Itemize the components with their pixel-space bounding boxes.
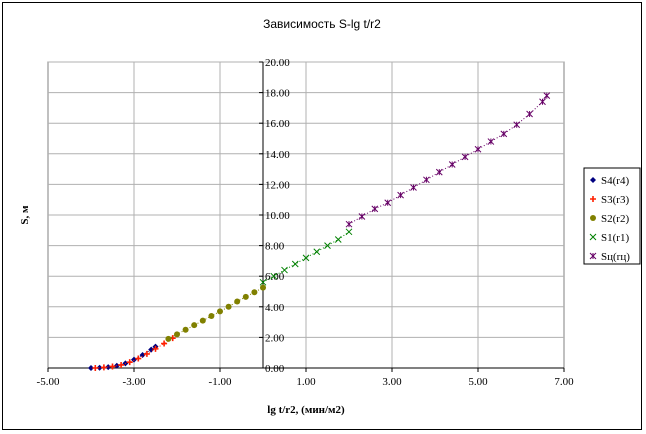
series-3 xyxy=(165,284,266,342)
data-point xyxy=(334,236,342,243)
data-point xyxy=(526,110,533,118)
data-point xyxy=(208,312,215,319)
y-tick-label: 0.00 xyxy=(265,363,285,375)
series-4 xyxy=(259,228,353,286)
y-tick-label: 12.00 xyxy=(265,179,290,191)
data-point xyxy=(191,322,198,329)
data-point xyxy=(96,364,103,371)
series-line xyxy=(348,95,548,225)
data-point xyxy=(135,355,142,362)
x-tick-label: 5.00 xyxy=(468,376,488,388)
data-point xyxy=(302,254,310,262)
grid xyxy=(48,61,564,368)
x-tick-label: 7.00 xyxy=(554,376,574,388)
legend-label: S3(r3) xyxy=(601,194,629,206)
data-point xyxy=(397,191,404,199)
x-axis-label: lg t/r2, (мин/м2) xyxy=(267,404,345,416)
data-point xyxy=(345,220,353,228)
y-tick-label: 2.00 xyxy=(265,332,285,344)
y-tick-label: 10.00 xyxy=(265,210,290,222)
legend-marker xyxy=(589,233,597,241)
data-point xyxy=(543,92,551,100)
y-tick-label: 8.00 xyxy=(265,241,285,253)
legend-marker xyxy=(590,215,596,221)
series-line xyxy=(90,346,156,369)
data-point xyxy=(88,365,94,371)
data-point xyxy=(313,248,321,256)
series-5 xyxy=(345,92,551,228)
data-point xyxy=(109,363,116,370)
data-point xyxy=(423,176,430,184)
data-point xyxy=(100,364,107,371)
data-point xyxy=(291,260,299,268)
series-group xyxy=(88,92,551,371)
x-tick-label: -3.00 xyxy=(123,376,146,388)
series-2 xyxy=(92,335,176,371)
data-point xyxy=(217,308,223,315)
data-point xyxy=(143,350,150,357)
x-tick-label: 1.00 xyxy=(296,376,316,388)
legend-label: Sц(rц) xyxy=(601,251,630,263)
axes xyxy=(47,61,565,372)
data-point xyxy=(500,130,508,138)
data-point xyxy=(199,317,206,324)
data-point xyxy=(270,272,278,280)
data-point xyxy=(371,205,379,213)
y-axis-label: S, м xyxy=(19,205,31,225)
data-point xyxy=(182,326,189,333)
data-point xyxy=(435,168,443,176)
legend: S4(r4) S3(r3) S2(r2) S1(r1) Sц(rц) xyxy=(583,167,641,265)
legend-label: S2(r2) xyxy=(601,213,629,225)
y-tick-labels: 0.002.004.006.008.0010.0012.0014.0016.00… xyxy=(265,57,290,375)
data-point xyxy=(281,266,288,274)
y-tick-label: 4.00 xyxy=(265,302,285,314)
data-point xyxy=(461,153,469,161)
data-point xyxy=(487,138,495,145)
y-tick-label: 20.00 xyxy=(265,57,290,69)
data-point xyxy=(345,228,353,236)
data-point xyxy=(242,293,249,300)
data-point xyxy=(260,284,266,291)
legend-marker xyxy=(589,252,597,260)
legend-label: S1(r1) xyxy=(601,232,629,244)
data-point xyxy=(539,98,546,106)
data-point xyxy=(161,340,168,347)
data-point xyxy=(474,145,482,153)
y-tick-label: 16.00 xyxy=(265,118,290,130)
chart-title: Зависимость S-lg t/r2 xyxy=(263,17,381,31)
y-tick-label: 14.00 xyxy=(265,149,290,161)
legend-label: S4(r4) xyxy=(601,175,629,187)
data-point xyxy=(251,289,258,296)
data-point xyxy=(126,359,133,366)
data-point xyxy=(410,184,417,191)
data-point xyxy=(118,361,125,368)
legend-marker xyxy=(590,177,596,183)
data-point xyxy=(259,278,267,286)
data-point xyxy=(174,331,180,338)
x-tick-label: -1.00 xyxy=(209,376,232,388)
data-point xyxy=(234,298,241,305)
data-point xyxy=(324,242,331,249)
legend-marker xyxy=(590,196,596,202)
series-line xyxy=(95,337,173,369)
x-tick-label: -5.00 xyxy=(37,376,60,388)
data-point xyxy=(448,161,456,168)
y-tick-label: 18.00 xyxy=(265,88,290,100)
data-point xyxy=(384,199,392,207)
data-point xyxy=(92,365,99,371)
data-point xyxy=(225,303,232,310)
x-tick-label: 3.00 xyxy=(382,376,402,388)
data-point xyxy=(165,335,172,342)
data-point xyxy=(358,213,366,220)
x-tick-labels: -5.00 -3.00 -1.00 1.00 3.00 5.00 7.00 xyxy=(37,376,575,388)
data-point xyxy=(152,345,159,352)
data-point xyxy=(513,121,521,129)
